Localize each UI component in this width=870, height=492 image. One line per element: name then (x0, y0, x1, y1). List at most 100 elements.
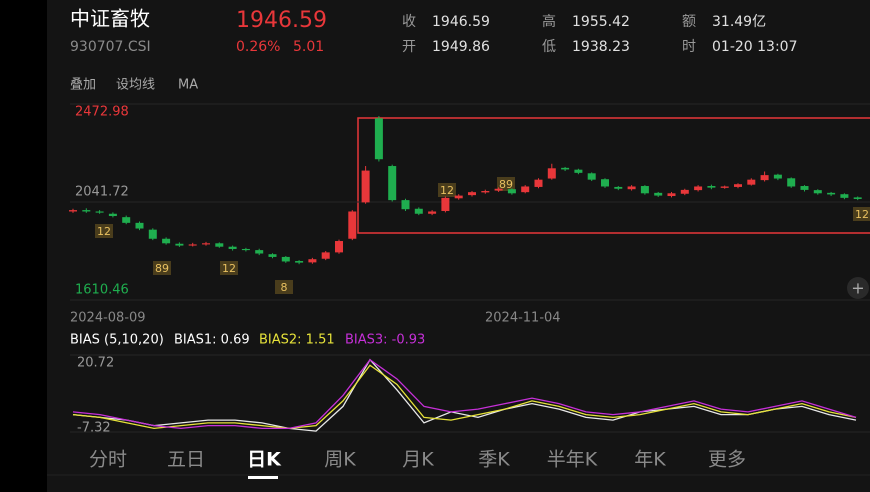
candle-body (494, 188, 503, 191)
stock-code: 930707.CSI (70, 39, 151, 55)
bias-line (72, 358, 857, 432)
candle-body (202, 243, 210, 245)
candle-body (348, 211, 357, 239)
candle-body (308, 259, 317, 263)
candle-body (680, 189, 689, 194)
tab[interactable]: 周K (324, 449, 356, 471)
add-icon[interactable]: + (851, 279, 864, 298)
badge-label: 12 (855, 208, 869, 221)
badge (95, 224, 113, 238)
change-pct: 0.26% (236, 39, 280, 55)
candle-body (388, 166, 397, 201)
tab[interactable]: 半年K (547, 449, 598, 471)
candle-body (228, 246, 237, 249)
candle-body (627, 186, 636, 190)
stat-label: 低 (542, 39, 556, 55)
tab[interactable]: 年K (634, 449, 666, 471)
candle-body (587, 173, 596, 180)
candle-body (414, 208, 423, 214)
stat-label: 高 (542, 13, 556, 30)
candle-body (428, 211, 437, 214)
legend-entry: BIAS3: -0.93 (345, 333, 425, 348)
candle-body (574, 169, 583, 173)
badge-label: 89 (155, 262, 169, 275)
legend-entry: BIAS2: 1.51 (259, 333, 335, 348)
y-tick-label: 2472.98 (75, 105, 129, 120)
candle-body (547, 168, 556, 179)
candle-body (175, 243, 184, 246)
stat-value: 1949.86 (432, 39, 490, 55)
stock-name: 中证畜牧 (70, 7, 150, 31)
candle-body (215, 243, 224, 247)
candle-body (401, 200, 410, 210)
tab[interactable]: 分时 (89, 449, 127, 471)
badge (853, 207, 870, 221)
bias-line (72, 358, 857, 430)
candle-body (481, 191, 490, 193)
badge-label: 8 (281, 281, 288, 294)
toolbar-item[interactable]: 设均线 (116, 78, 155, 93)
tab[interactable]: 季K (478, 449, 510, 471)
x-tick-label: 2024-08-09 (70, 311, 146, 326)
legend-entry: BIAS (5,10,20) (70, 333, 164, 348)
y-tick-label: 1610.46 (75, 283, 129, 298)
candle-body (82, 210, 91, 212)
badge-label: 89 (499, 178, 513, 191)
tab-indicator (248, 476, 278, 479)
toolbar-item[interactable]: 叠加 (70, 78, 96, 93)
stat-label: 收 (402, 14, 416, 30)
stat-label: 开 (402, 39, 416, 55)
candle-body (321, 252, 330, 259)
tab[interactable]: 日K (247, 449, 282, 471)
stat-value: 01-20 13:07 (712, 39, 797, 55)
candle-body (534, 179, 543, 187)
change: 5.01 (293, 39, 324, 55)
badge (220, 261, 238, 275)
legend-entry: BIAS1: 0.69 (174, 333, 250, 348)
tab[interactable]: 月K (402, 449, 434, 471)
badge (438, 183, 456, 197)
stat-value: 1946.59 (432, 14, 490, 30)
candle-body (162, 238, 171, 244)
x-tick-label: 2024-11-04 (485, 311, 561, 326)
candle-body (707, 186, 716, 188)
candle-body (787, 178, 796, 187)
tab[interactable]: 更多 (708, 449, 746, 471)
candle-body (840, 194, 849, 198)
candle-body (268, 254, 277, 257)
candle-body (614, 186, 623, 189)
candle-body (69, 210, 77, 212)
stat-value: 1955.42 (572, 14, 630, 30)
candle-body (122, 217, 131, 223)
candle-body (454, 195, 463, 199)
candle-body (813, 190, 822, 194)
price: 1946.59 (236, 8, 327, 33)
badge (153, 261, 171, 275)
candle-body (561, 167, 570, 170)
badge-label: 12 (440, 184, 454, 197)
tab[interactable]: 五日 (167, 449, 205, 471)
candle-body (241, 248, 250, 251)
candle-body (281, 256, 290, 262)
add-button[interactable] (847, 277, 869, 299)
candle-body (188, 244, 197, 246)
candle-body (521, 186, 530, 193)
candle-body (507, 189, 516, 194)
candle-body (667, 193, 676, 197)
candle-body (95, 211, 104, 213)
stat-value: 31.49亿 (712, 14, 766, 30)
candle-body (747, 179, 756, 185)
y-tick-label: 2041.72 (75, 185, 129, 200)
candle-body (800, 186, 809, 190)
badge-label: 12 (97, 225, 111, 238)
candle-body (108, 213, 117, 217)
candle-body (468, 192, 476, 196)
candle-body (654, 192, 663, 196)
candle-body (295, 261, 304, 263)
candle-body (853, 197, 862, 199)
toolbar-item[interactable]: MA (178, 78, 198, 93)
candle-body (827, 192, 836, 195)
candle-body (135, 222, 144, 229)
